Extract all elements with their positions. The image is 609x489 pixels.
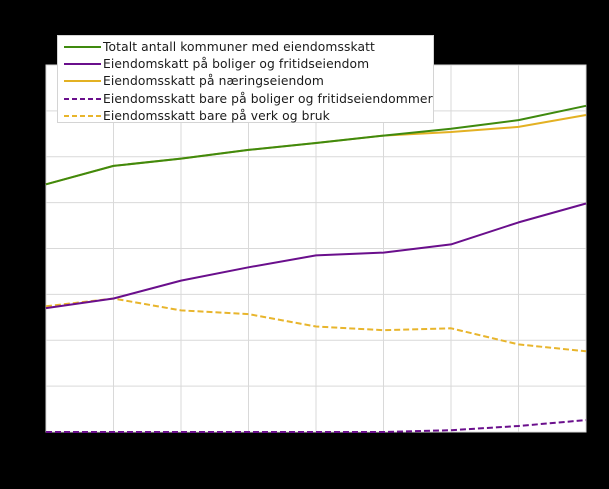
legend-label: Totalt antall kommuner med eiendomsskatt <box>103 39 375 54</box>
legend-item-naering: Eiendomsskatt på næringseiendom <box>64 73 427 90</box>
series-line <box>45 202 587 310</box>
legend-label: Eiendomsskatt bare på verk og bruk <box>103 109 330 124</box>
legend-swatch-icon <box>64 60 101 68</box>
series-line <box>45 104 587 186</box>
chart-legend: Totalt antall kommuner med eiendomsskatt… <box>57 35 434 123</box>
series-line <box>45 297 587 353</box>
legend-label: Eiendomsskatt bare på boliger og fritids… <box>103 91 433 106</box>
legend-swatch-icon <box>64 95 101 103</box>
legend-swatch-icon <box>64 43 101 51</box>
legend-item-total: Totalt antall kommuner med eiendomsskatt <box>64 38 427 55</box>
series-line <box>46 419 587 433</box>
legend-swatch-icon <box>64 77 101 85</box>
legend-label: Eiendomskatt på boliger og fritidseiendo… <box>103 57 370 72</box>
legend-item-bare-boliger: Eiendomsskatt bare på boliger og fritids… <box>64 90 433 107</box>
legend-swatch-icon <box>64 112 101 120</box>
legend-item-boliger: Eiendomskatt på boliger og fritidseiendo… <box>64 55 427 72</box>
legend-item-bare-verk: Eiendomsskatt bare på verk og bruk <box>64 108 427 125</box>
legend-label: Eiendomsskatt på næringseiendom <box>103 74 325 89</box>
